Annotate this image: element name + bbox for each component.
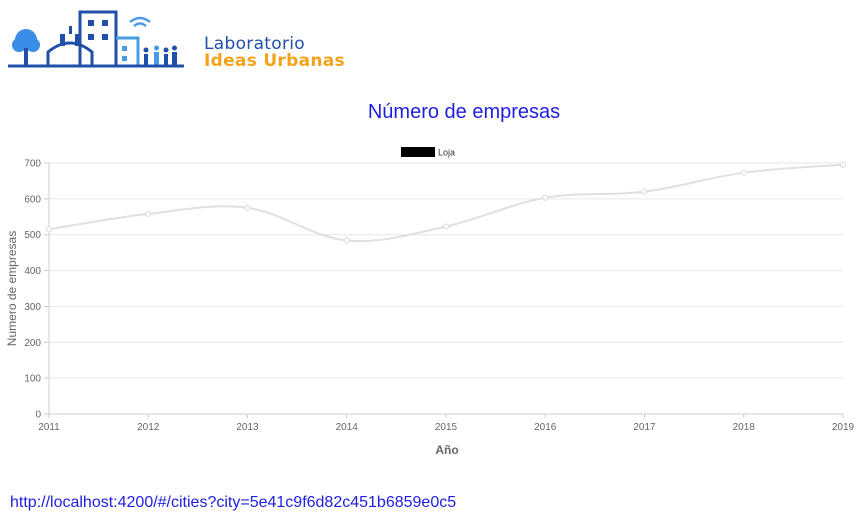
data-point <box>641 188 648 195</box>
data-point <box>443 223 449 230</box>
logo-line2: Ideas Urbanas <box>204 51 345 71</box>
x-tick-label: 2012 <box>137 422 160 433</box>
data-point <box>740 169 747 176</box>
y-axis-title: Numero de empresas <box>5 231 19 346</box>
logo: Laboratorio Ideas Urbanas <box>8 8 368 72</box>
data-point <box>244 204 251 211</box>
x-tick-label: 2014 <box>336 422 359 433</box>
city-logo-icon <box>8 10 184 68</box>
x-tick-label: 2019 <box>832 422 855 433</box>
logo-line1: Laboratorio <box>204 34 305 54</box>
legend-label: Loja <box>438 148 455 158</box>
line-chart: 0 100 200 300 400 500 600 700 2011 2012 2013 2014 20… <box>5 147 855 457</box>
x-tick-label: 2013 <box>236 422 259 433</box>
x-tick-label: 2018 <box>733 422 756 433</box>
data-point <box>840 161 846 168</box>
y-tick-label: 400 <box>24 266 41 277</box>
y-tick-label: 300 <box>24 302 41 313</box>
y-tick-label: 700 <box>24 159 41 170</box>
x-axis-title: Año <box>435 443 458 457</box>
x-tick-label: 2011 <box>38 422 60 433</box>
legend-swatch <box>401 147 435 157</box>
x-tick-label: 2016 <box>534 422 557 433</box>
chart-title: Número de empresas <box>367 101 561 123</box>
data-point <box>343 237 350 244</box>
y-tick-label: 600 <box>24 194 41 205</box>
data-point <box>46 226 52 233</box>
y-tick-label: 100 <box>24 374 41 385</box>
x-tick-label: 2017 <box>633 422 656 433</box>
x-tick-label: 2015 <box>435 422 458 433</box>
data-point <box>542 194 549 201</box>
page-url-link[interactable]: http://localhost:4200/#/cities?city=5e41… <box>10 494 457 511</box>
series-line-loja <box>48 163 844 243</box>
y-tick-label: 0 <box>35 410 41 421</box>
y-tick-label: 200 <box>24 338 41 349</box>
data-point <box>145 210 152 217</box>
y-tick-label: 500 <box>24 230 41 241</box>
